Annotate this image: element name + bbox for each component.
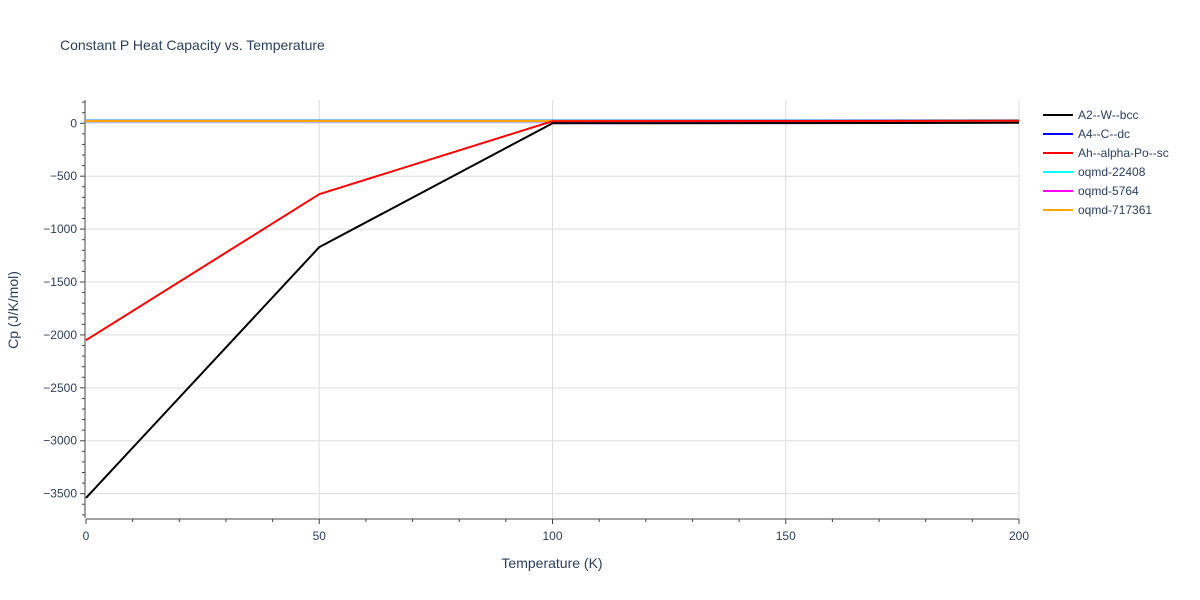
y-tick-label: −500 — [50, 169, 77, 183]
series-group — [85, 119, 1020, 499]
y-tick-label: −3000 — [43, 434, 77, 448]
legend-label: A4--C--dc — [1078, 127, 1130, 141]
legend-item[interactable]: oqmd-5764 — [1043, 184, 1139, 198]
legend-label: oqmd-22408 — [1078, 165, 1146, 179]
y-tick-label: −3500 — [43, 487, 77, 501]
y-tick-label: −1500 — [43, 275, 77, 289]
grid-lines — [86, 100, 1020, 518]
legend-label: oqmd-717361 — [1078, 203, 1152, 217]
series-line-A2--W--bcc — [85, 121, 1020, 499]
legend-item[interactable]: Ah--alpha-Po--sc — [1043, 146, 1169, 160]
y-axis-title: Cp (J/K/mol) — [5, 271, 21, 349]
legend-item[interactable]: A4--C--dc — [1043, 127, 1130, 141]
series-line-Ah--alpha-Po--sc — [85, 119, 1020, 342]
x-tick-label: 0 — [83, 529, 90, 543]
x-tick-label: 100 — [542, 529, 562, 543]
legend-label: A2--W--bcc — [1078, 108, 1138, 122]
x-tick-label: 150 — [776, 529, 796, 543]
legend-label: Ah--alpha-Po--sc — [1078, 146, 1169, 160]
y-tick-label: −2000 — [43, 328, 77, 342]
legend[interactable]: A2--W--bcc A4--C--dc Ah--alpha-Po--sc oqmd-… — [1043, 108, 1169, 217]
legend-item[interactable]: A2--W--bcc — [1043, 108, 1138, 122]
legend-item[interactable]: oqmd-22408 — [1043, 165, 1146, 179]
x-axis-title: Temperature (K) — [501, 555, 602, 571]
legend-item[interactable]: oqmd-717361 — [1043, 203, 1152, 217]
x-tick-label: 200 — [1009, 529, 1029, 543]
axes: 0 50 100 150 200 0 −500 −1000 −1500 −2000 −2500 −30… — [43, 100, 1029, 543]
x-tick-label: 50 — [313, 529, 327, 543]
y-tick-label: −1000 — [43, 222, 77, 236]
y-tick-label: 0 — [70, 116, 77, 130]
y-tick-label: −2500 — [43, 381, 77, 395]
legend-label: oqmd-5764 — [1078, 184, 1139, 198]
chart-title: Constant P Heat Capacity vs. Temperature — [60, 37, 325, 53]
